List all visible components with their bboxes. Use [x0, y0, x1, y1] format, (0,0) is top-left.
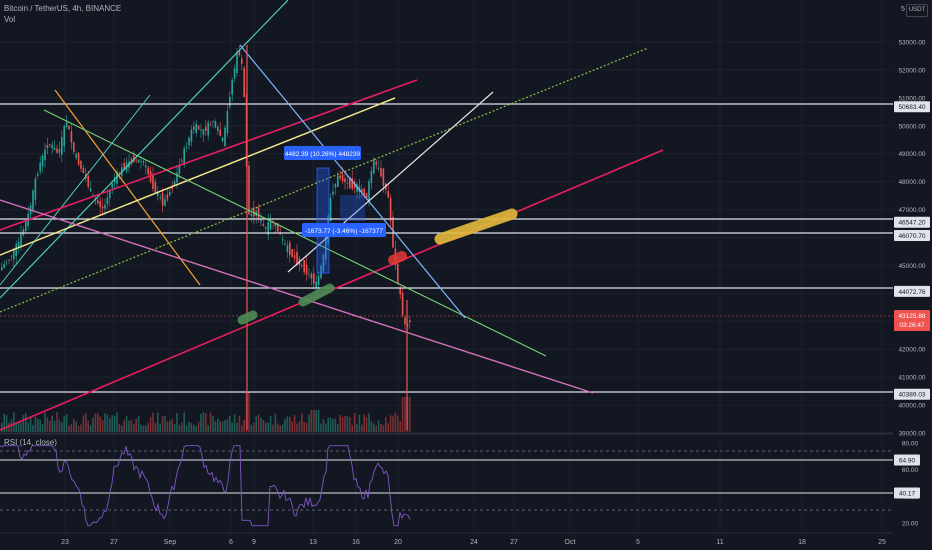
price-tick-label: 41000.00 — [898, 375, 925, 382]
rsi-badge-label: 40.17 — [899, 491, 916, 498]
volume-label[interactable]: Vol — [4, 15, 16, 24]
price-badge-label: 50683.40 — [898, 104, 925, 111]
price-badge — [894, 230, 930, 242]
measure-range-down — [340, 195, 365, 221]
price-tick-label: 42000.00 — [898, 347, 925, 354]
chart-legend: Bitcoin / TetherUS, 4h, BINANCE Vol — [4, 3, 121, 25]
measure-label-up-text: 4482.39 (10.26%) 448239 — [285, 151, 361, 158]
price-badge-label: 46547.20 — [898, 220, 925, 227]
white-uptrend-line — [287, 91, 494, 273]
price-badge — [894, 285, 930, 297]
volume-bars — [1, 392, 411, 432]
candle-countdown: 03:26:47 — [899, 322, 925, 329]
price-tick-label: 50000.00 — [898, 123, 925, 130]
green-highlighter-mark-1 — [237, 310, 258, 325]
yellow-channel-line — [0, 97, 396, 256]
time-axis-label: 23 — [61, 539, 69, 546]
price-badge — [894, 216, 930, 228]
price-axis-top-label: 5 — [901, 6, 905, 13]
measure-label-down[interactable]: -1673.77 (-3.46%) -167377 — [302, 223, 386, 237]
measure-tools[interactable]: 4482.39 (10.26%) 448239 -1673.77 (-3.46%… — [284, 146, 386, 274]
red-highlighter-mark — [388, 251, 407, 265]
green-highlighter-mark-2 — [298, 283, 335, 307]
rsi-tick-label: 60.00 — [902, 467, 919, 474]
rsi-tick-label: 80.00 — [902, 441, 919, 448]
chart-grid — [0, 0, 893, 533]
rsi-badge — [894, 454, 920, 466]
green-dotted-line — [0, 47, 649, 313]
rsi-badge — [894, 487, 920, 499]
time-axis-label: 5 — [636, 539, 640, 546]
time-axis-label: 6 — [229, 539, 233, 546]
rsi-tick-label: 20.00 — [902, 521, 919, 528]
price-badge-label: 44072.76 — [898, 289, 925, 296]
price-badge — [894, 101, 930, 113]
current-price-badge: 43125.88 03:26:47 — [894, 310, 930, 331]
price-tick-label: 45000.00 — [898, 263, 925, 270]
rsi-pane[interactable] — [0, 445, 893, 527]
time-axis-label: 13 — [309, 539, 317, 546]
measure-range-up — [316, 167, 330, 274]
price-axis[interactable]: 53000.00 52000.00 51000.00 50000.00 49000.00… — [893, 0, 932, 550]
rsi-badge-label: 64.90 — [899, 458, 916, 465]
rsi-level-badges: 64.90 40.17 — [894, 454, 920, 499]
price-badge — [894, 388, 930, 400]
teal-uptrend-line — [0, 0, 289, 299]
time-axis-label: 18 — [798, 539, 806, 546]
measure-label-down-text: -1673.77 (-3.46%) -167377 — [305, 228, 383, 235]
price-badge-label: 46070.70 — [898, 233, 925, 240]
teal-channel-line — [0, 94, 151, 286]
yellow-highlighter-mark — [434, 208, 518, 245]
price-tick-label: 51000.00 — [898, 95, 925, 102]
time-axis-label: 25 — [878, 539, 886, 546]
time-axis-label: Sep — [164, 539, 177, 546]
price-tick-label: 40000.00 — [898, 403, 925, 410]
price-badge-label: 40389.03 — [898, 392, 925, 399]
time-axis-label: 9 — [252, 539, 256, 546]
orange-downtrend-line — [54, 89, 201, 286]
time-axis-labels: 23 27 Sep 6 9 13 16 20 24 27 Oct 5 11 18 25 — [61, 539, 886, 546]
current-price-value: 43125.88 — [898, 313, 925, 320]
price-tick-label: 52000.00 — [898, 67, 925, 74]
price-level-badges: 50683.40 46547.20 46070.70 44072.76 40389.03 — [894, 101, 930, 400]
time-axis-label: 27 — [110, 539, 118, 546]
time-axis-label: 27 — [510, 539, 518, 546]
light-blue-downtrend-line — [239, 44, 466, 319]
price-tick-label: 53000.00 — [898, 40, 925, 47]
price-tick-label: 47000.00 — [898, 207, 925, 214]
rsi-title[interactable]: RSI (14, close) — [4, 438, 57, 447]
trend-lines[interactable] — [0, 0, 664, 431]
rsi-line — [0, 445, 411, 527]
pink-channel-line — [0, 79, 418, 231]
time-axis[interactable]: 23 27 Sep 6 9 13 16 20 24 27 Oct 5 11 18 25 — [0, 532, 932, 550]
time-axis-label: Oct — [565, 539, 576, 546]
price-tick-label: 49000.00 — [898, 151, 925, 158]
time-axis-label: 11 — [716, 539, 723, 546]
time-axis-label: 20 — [394, 539, 402, 546]
symbol-title[interactable]: Bitcoin / TetherUS, 4h, BINANCE — [4, 4, 122, 13]
price-tick-label: 48000.00 — [898, 179, 925, 186]
time-axis-label: 16 — [352, 539, 360, 546]
time-axis-label: 24 — [470, 539, 478, 546]
price-tick-label: 39000.00 — [898, 431, 925, 438]
highlighter-marks[interactable] — [237, 208, 518, 325]
currency-button[interactable]: USDT — [906, 4, 928, 17]
measure-label-up[interactable]: 4482.39 (10.26%) 448239 — [284, 146, 361, 160]
violet-downtrend-line — [0, 199, 594, 394]
